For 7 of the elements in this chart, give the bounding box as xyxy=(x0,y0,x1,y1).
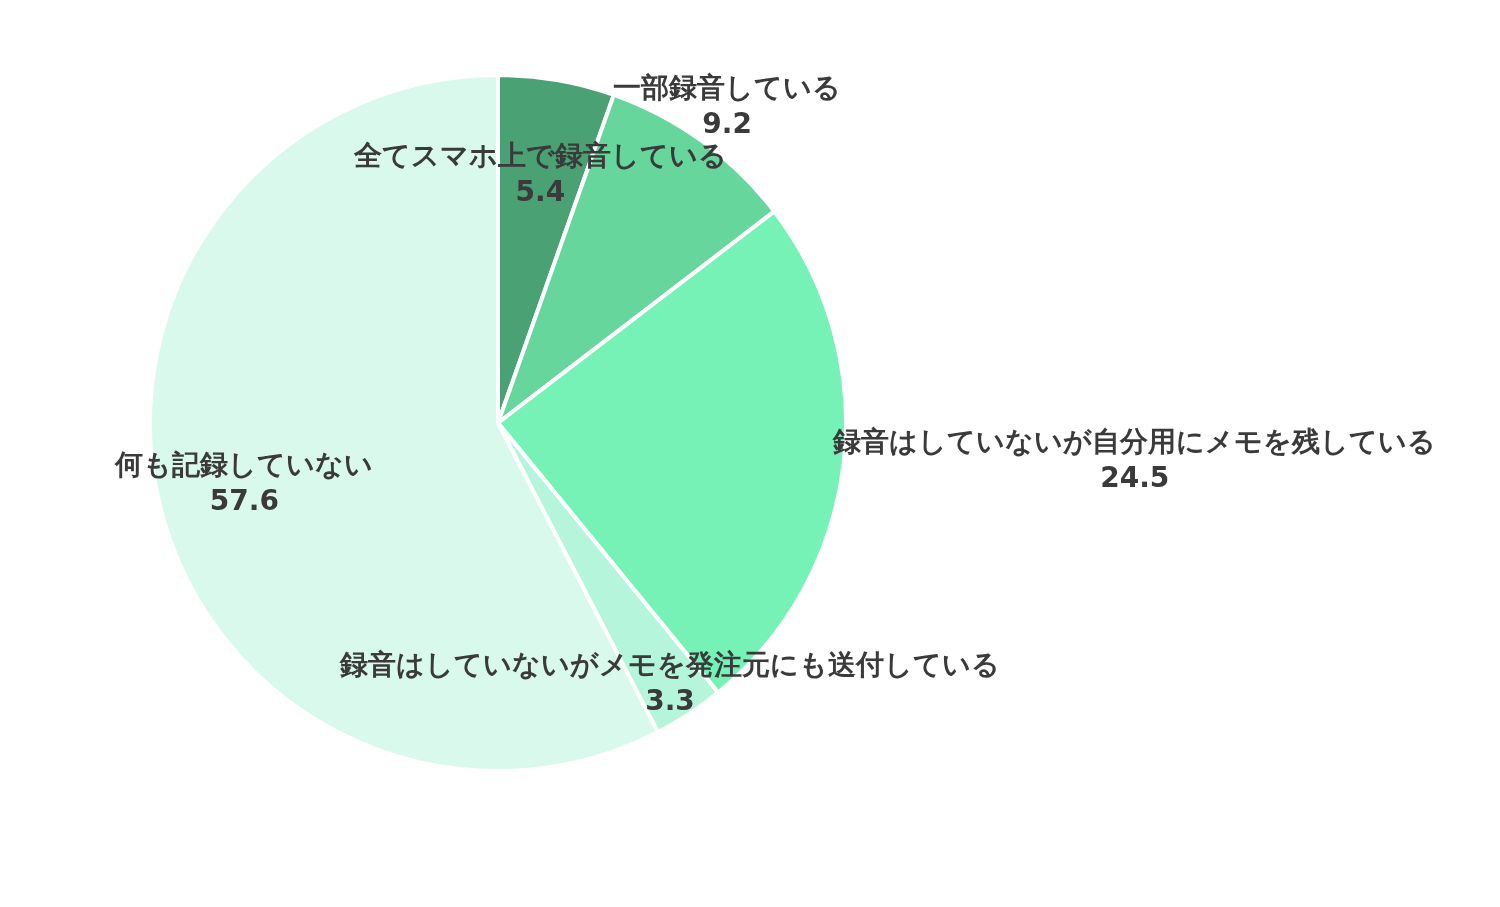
slice-label: 一部録音している xyxy=(613,70,842,104)
data-label: 5.4 xyxy=(515,175,566,209)
slice-label: 何も記録していない xyxy=(114,448,374,482)
data-label: 57.6 xyxy=(209,484,279,518)
data-label: 3.3 xyxy=(645,684,695,718)
data-label: 24.5 xyxy=(1100,461,1170,495)
data-label: 9.2 xyxy=(702,106,752,140)
